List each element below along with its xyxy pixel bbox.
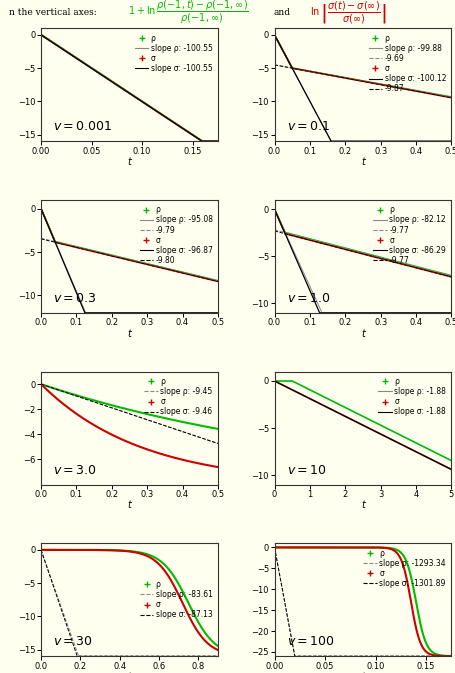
Text: $v = 0.001$: $v = 0.001$ xyxy=(53,120,112,133)
X-axis label: t: t xyxy=(127,157,131,167)
X-axis label: t: t xyxy=(127,329,131,339)
Legend: ρ, slope ρ: -100.55, σ, slope σ: -100.55: ρ, slope ρ: -100.55, σ, slope σ: -100.55 xyxy=(131,30,215,76)
Legend: ρ, slope ρ: -9.45, σ, slope σ: -9.46: ρ, slope ρ: -9.45, σ, slope σ: -9.46 xyxy=(141,374,215,419)
Text: $v = 0.1$: $v = 0.1$ xyxy=(286,120,329,133)
X-axis label: t: t xyxy=(360,329,364,339)
Legend: ρ, slope ρ: -1293.34, σ, slope σ: -1301.89: ρ, slope ρ: -1293.34, σ, slope σ: -1301.… xyxy=(359,546,448,591)
X-axis label: t: t xyxy=(127,672,131,673)
Text: $\ln\left|\dfrac{\sigma(t)-\sigma(\infty)}{\sigma(\infty)}\right|$: $\ln\left|\dfrac{\sigma(t)-\sigma(\infty… xyxy=(309,0,386,26)
Text: $v = 1.0$: $v = 1.0$ xyxy=(286,292,330,305)
Text: and: and xyxy=(273,8,290,17)
Legend: ρ, slope ρ: -95.08, -9.79, σ, slope σ: -96.87, -9.80: ρ, slope ρ: -95.08, -9.79, σ, slope σ: -… xyxy=(136,202,215,268)
Text: $v = 10$: $v = 10$ xyxy=(286,464,326,476)
Legend: ρ, slope ρ: -99.88, -9.69, σ, slope σ: -100.12, -9.87: ρ, slope ρ: -99.88, -9.69, σ, slope σ: -… xyxy=(365,30,448,96)
X-axis label: t: t xyxy=(360,157,364,167)
Legend: ρ, slope ρ: -83.61, σ, slope σ: -87.13: ρ, slope ρ: -83.61, σ, slope σ: -87.13 xyxy=(136,577,215,623)
X-axis label: t: t xyxy=(127,501,131,510)
Legend: ρ, slope ρ: -82.12, -9.77, σ, slope σ: -86.29, -9.77: ρ, slope ρ: -82.12, -9.77, σ, slope σ: -… xyxy=(369,202,448,268)
Text: $v = 100$: $v = 100$ xyxy=(286,635,334,648)
Text: $v = 30$: $v = 30$ xyxy=(53,635,93,648)
Text: $v = 0.3$: $v = 0.3$ xyxy=(53,292,97,305)
X-axis label: t: t xyxy=(360,501,364,510)
Legend: ρ, slope ρ: -1.88, σ, slope σ: -1.88: ρ, slope ρ: -1.88, σ, slope σ: -1.88 xyxy=(374,374,448,419)
X-axis label: t: t xyxy=(360,672,364,673)
Text: $v = 3.0$: $v = 3.0$ xyxy=(53,464,97,476)
Text: $1 + \ln\dfrac{\rho(-1,t)-\rho(-1,\infty)}{\rho(-1,\infty)}$: $1 + \ln\dfrac{\rho(-1,t)-\rho(-1,\infty… xyxy=(127,0,248,26)
Text: n the vertical axes:: n the vertical axes: xyxy=(9,8,96,17)
